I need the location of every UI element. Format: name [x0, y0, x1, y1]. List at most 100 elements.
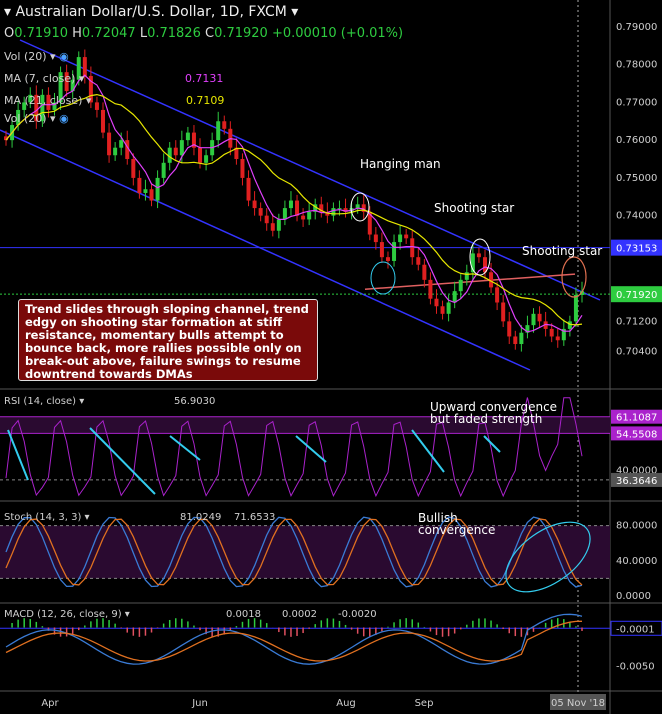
candle-body: [446, 302, 451, 314]
title-text: Australian Dollar/U.S. Dollar, 1D, FXCM: [15, 4, 287, 20]
candle-body: [131, 159, 136, 178]
candle-body: [58, 72, 63, 103]
annotation-shooting-star-2: Shooting star: [522, 244, 603, 258]
channel-lower-line: [0, 129, 531, 371]
indicator-vol-2[interactable]: Vol (20) ▾ ◉: [4, 112, 69, 125]
candle-body: [295, 200, 300, 216]
candle-body: [379, 242, 384, 258]
candle-body: [198, 147, 203, 163]
candle-body: [40, 94, 45, 122]
candle-body: [246, 177, 251, 201]
candle-body: [519, 332, 524, 345]
indicator-ma21[interactable]: MA (21, close) ▾ 0.7109: [4, 94, 225, 107]
candle-body: [64, 72, 69, 92]
candle-body: [440, 306, 445, 314]
candle-body: [434, 298, 439, 307]
candle-body: [543, 321, 548, 329]
rsi-band: [0, 416, 610, 434]
trend-line-red: [364, 273, 576, 291]
low-value: 0.71826: [147, 26, 201, 41]
candle-body: [52, 102, 57, 110]
candle-body: [495, 287, 500, 303]
stoch-tick-label: 40.0000: [616, 556, 657, 567]
divergence-arrow: [169, 435, 201, 461]
indicator-vol-1[interactable]: Vol (20) ▾ ◉: [4, 50, 69, 63]
analysis-note: Trend slides through sloping channel, tr…: [18, 299, 318, 381]
close-value: 0.71920: [214, 26, 268, 41]
candle-body: [392, 242, 397, 261]
time-axis-label: Sep: [415, 698, 434, 709]
candle-body: [507, 321, 512, 337]
candle-body: [46, 94, 51, 110]
candle-body: [264, 215, 269, 224]
candle-body: [70, 79, 75, 92]
price-marker-box: [611, 239, 662, 256]
candle-body: [567, 321, 572, 329]
indicator-ma7[interactable]: MA (7, close) ▾ 0.7131: [4, 72, 224, 85]
candle-body: [573, 294, 578, 322]
bullish-convergence-circle: [505, 521, 591, 593]
rsi-marker-box: [611, 426, 662, 441]
price-marker-box: [611, 286, 662, 303]
candle-body: [101, 109, 106, 133]
candle-body: [555, 336, 560, 341]
candle-body: [88, 75, 93, 103]
rsi-marker-box: [611, 472, 662, 487]
channel-upper-line: [19, 39, 601, 301]
annotation-hanging-man: Hanging man: [360, 157, 441, 171]
open-value: 0.71910: [14, 26, 68, 41]
candle-body: [561, 328, 566, 341]
macd-value-3: -0.0020: [338, 609, 377, 620]
price-marker-label: 0.73153: [616, 244, 657, 255]
divergence-arrow: [295, 435, 327, 463]
candle-body: [422, 264, 427, 280]
eye-icon[interactable]: ◉: [59, 112, 69, 125]
chevron-down-icon[interactable]: ▾: [291, 4, 299, 20]
candle-body: [119, 140, 124, 148]
annotation-rsi-2: but faded strength: [430, 412, 543, 426]
divergence-arrow: [89, 427, 156, 495]
candle-body: [313, 204, 318, 212]
candle-body: [204, 155, 209, 163]
candle-body: [307, 211, 312, 220]
candle-body: [337, 208, 342, 210]
macd-value-1: 0.0018: [226, 609, 261, 620]
change-value: +0.00010 (+0.01%): [271, 26, 404, 41]
candle-body: [355, 204, 360, 209]
rsi-label: RSI (14, close) ▾: [4, 396, 84, 407]
date-marker-bg: [550, 694, 606, 710]
candle-body: [464, 272, 469, 280]
candle-body: [410, 238, 415, 258]
candle-body: [531, 313, 536, 326]
eye-icon[interactable]: ◉: [59, 50, 69, 63]
annotation-stoch-1: Bullish: [418, 511, 458, 525]
candle-body: [367, 211, 372, 235]
candle-body: [28, 94, 33, 103]
candle-body: [501, 302, 506, 322]
candle-body: [234, 147, 239, 160]
annotation-rsi-1: Upward convergence: [430, 400, 558, 414]
collapse-icon[interactable]: ▾: [4, 4, 12, 20]
candle-body: [149, 189, 154, 201]
stoch-d-line: [5, 518, 583, 586]
stoch-band: [0, 525, 610, 579]
divergence-arrow: [7, 429, 29, 481]
ma7-line: [5, 74, 583, 333]
price-tick-label: 0.74000: [616, 211, 657, 222]
chart-title[interactable]: ▾ Australian Dollar/U.S. Dollar, 1D, FXC…: [4, 4, 298, 20]
candle-body: [155, 177, 160, 201]
high-value: 0.72047: [81, 26, 136, 41]
candle-body: [185, 132, 190, 141]
date-marker-label: 05 Nov '18: [551, 698, 605, 709]
candle-body: [537, 313, 542, 322]
candle-body: [428, 279, 433, 299]
candle-body: [216, 121, 221, 141]
candle-body: [167, 147, 172, 163]
candle-body: [4, 136, 8, 141]
divergence-arrow: [483, 435, 501, 453]
price-marker-label: 0.71920: [616, 290, 657, 301]
ma21-line: [5, 93, 583, 326]
macd-value-2: 0.0002: [282, 609, 317, 620]
